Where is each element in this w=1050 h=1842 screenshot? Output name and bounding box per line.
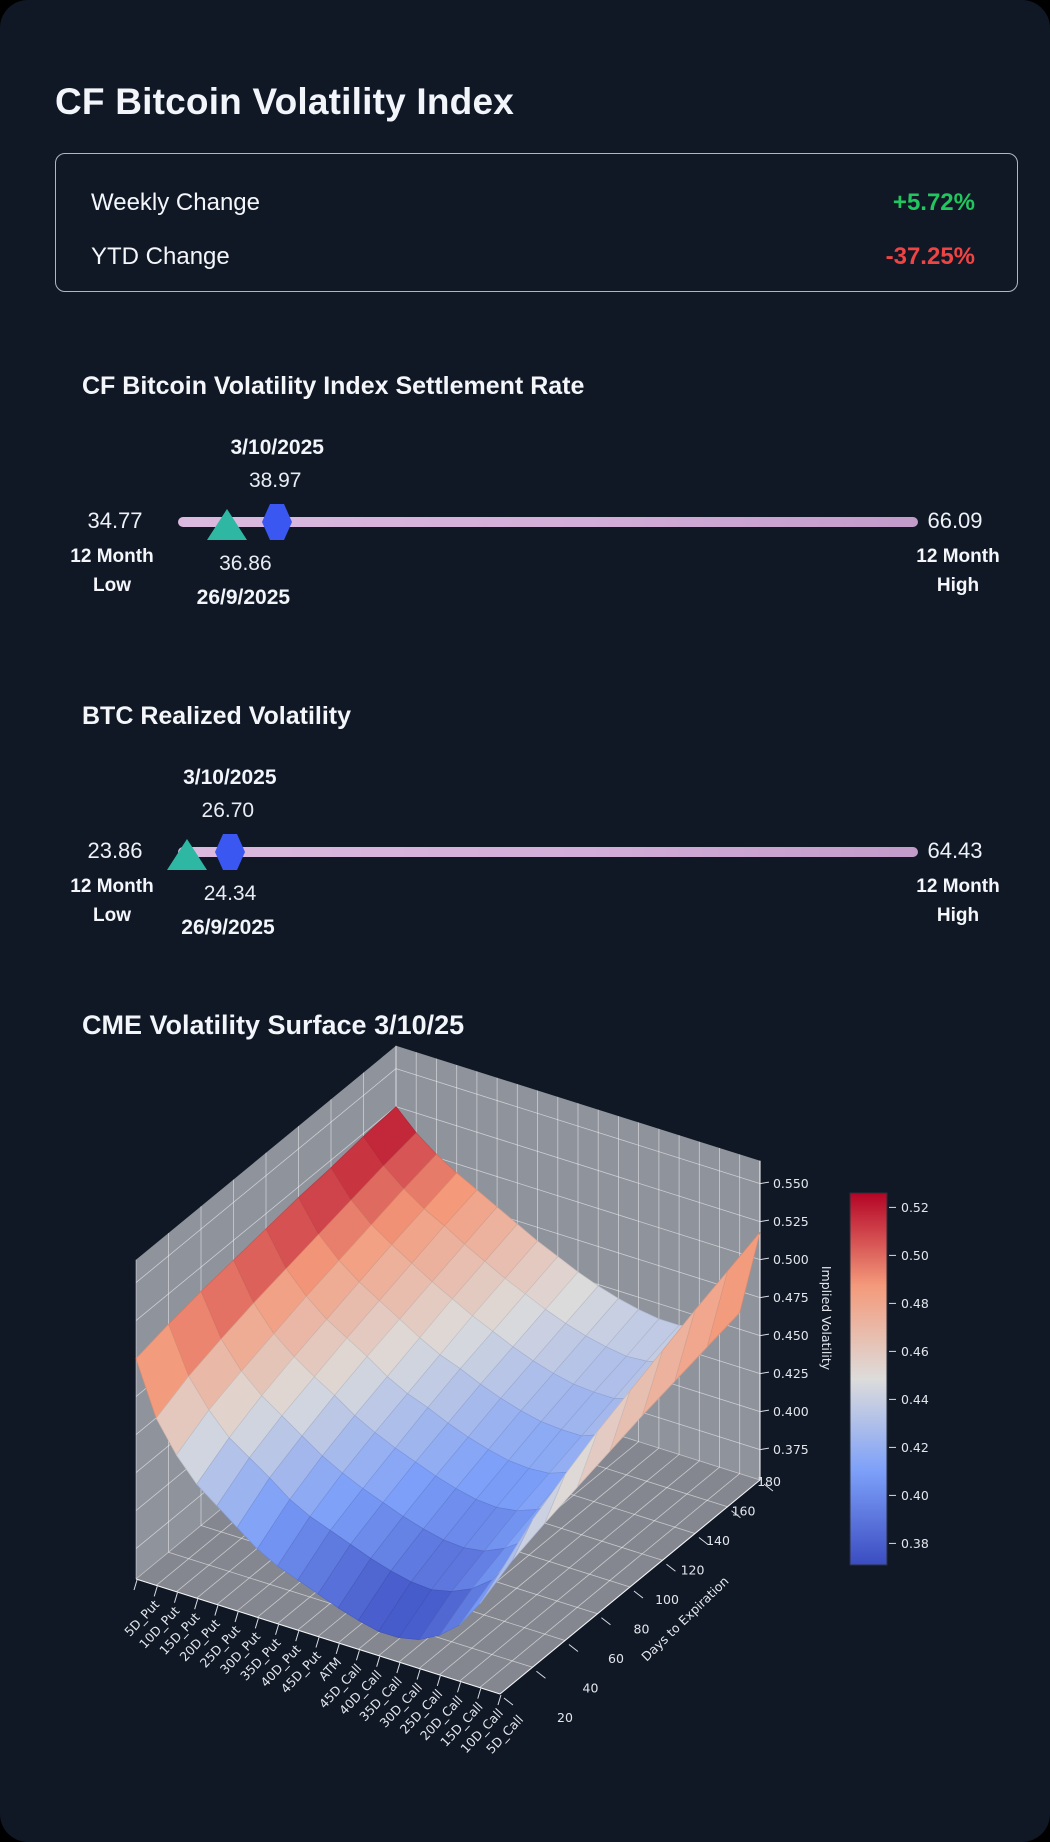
svg-text:0.38: 0.38 (901, 1536, 929, 1551)
svg-text:0.375: 0.375 (773, 1442, 809, 1457)
current-date-label: 3/10/2025 (183, 766, 277, 789)
z-axis-label: Implied Volatility (819, 1266, 834, 1371)
svg-text:0.48: 0.48 (901, 1296, 929, 1311)
ytd-change-row: YTD Change -37.25% (91, 240, 975, 274)
realized-volatility-title: BTC Realized Volatility (82, 702, 352, 730)
hexagon-icon (214, 834, 245, 870)
current-date-label: 3/10/2025 (230, 436, 324, 459)
y-axis-label: Days to Expiration (638, 1573, 731, 1664)
svg-text:20: 20 (557, 1710, 573, 1725)
volatility-surface-3d-chart: 0.375 0.400 0.425 0.450 0.475 0.500 0.525 0.550… (0, 930, 1050, 1842)
svg-text:0.500: 0.500 (773, 1252, 809, 1267)
weekly-change-row: Weekly Change +5.72% (91, 186, 975, 220)
previous-value-label: 36.86 (219, 552, 272, 575)
range-high-value: 64.43 (927, 838, 983, 863)
z-axis-ticks: 0.375 0.400 0.425 0.450 0.475 0.500 0.525 0.550 (759, 1176, 809, 1457)
svg-text:80: 80 (634, 1622, 650, 1637)
page-title: CF Bitcoin Volatility Index (55, 80, 515, 122)
previous-value-triangle-marker (166, 838, 208, 876)
svg-text:40: 40 (583, 1681, 599, 1696)
current-value-label: 26.70 (201, 799, 255, 822)
surface-plot-svg: 0.375 0.400 0.425 0.450 0.475 0.500 0.525 0.550… (121, 1045, 929, 1757)
svg-text:0.450: 0.450 (773, 1328, 809, 1343)
ytd-change-value: -37.25% (885, 243, 975, 270)
ytd-change-label: YTD Change (91, 243, 230, 270)
hexagon-icon (262, 504, 293, 540)
range-bar (178, 517, 918, 527)
range-bar (178, 847, 918, 857)
svg-text:0.400: 0.400 (773, 1404, 809, 1419)
weekly-change-label: Weekly Change (91, 189, 260, 216)
colorbar: 0.52 0.50 0.48 0.46 0.44 0.42 0.40 0.38 (849, 1192, 929, 1566)
settlement-rate-range-indicator: 3/10/2025 38.97 34.77 66.09 12 Month Low… (0, 436, 1050, 621)
previous-date-label: 26/9/2025 (181, 916, 275, 939)
settlement-rate-title: CF Bitcoin Volatility Index Settlement R… (82, 372, 585, 400)
svg-text:0.42: 0.42 (901, 1440, 929, 1455)
svg-text:0.475: 0.475 (773, 1290, 809, 1305)
svg-text:0.50: 0.50 (901, 1248, 929, 1263)
range-high-value: 66.09 (927, 508, 983, 533)
current-value-hexagon-marker (262, 504, 293, 545)
twelve-month-low-label: 12 Month Low (70, 876, 154, 926)
realized-volatility-range-indicator: 3/10/2025 26.70 23.86 64.43 12 Month Low… (0, 766, 1050, 951)
current-value-hexagon-marker (214, 834, 245, 875)
twelve-month-low-label: 12 Month Low (70, 546, 154, 596)
svg-text:160: 160 (732, 1504, 756, 1519)
range-low-value: 23.86 (87, 838, 143, 863)
previous-value-triangle-marker (206, 508, 248, 546)
triangle-icon (207, 509, 248, 540)
svg-text:120: 120 (681, 1563, 705, 1578)
svg-text:0.425: 0.425 (773, 1366, 809, 1381)
current-value-label: 38.97 (248, 469, 302, 492)
twelve-month-high-label: 12 Month High (916, 546, 1000, 596)
svg-text:180: 180 (757, 1474, 781, 1489)
range-low-value: 34.77 (87, 508, 143, 533)
svg-text:140: 140 (706, 1533, 730, 1548)
surface-mesh (135, 1106, 761, 1641)
svg-text:0.52: 0.52 (901, 1200, 929, 1215)
svg-text:60: 60 (608, 1651, 624, 1666)
twelve-month-high-label: 12 Month High (916, 876, 1000, 926)
change-stats-box: Weekly Change +5.72% YTD Change -37.25% (55, 153, 1018, 292)
previous-date-label: 26/9/2025 (196, 586, 291, 609)
volatility-surface-title: CME Volatility Surface 3/10/25 (82, 1010, 465, 1040)
triangle-icon (166, 839, 207, 870)
svg-text:0.40: 0.40 (901, 1488, 929, 1503)
svg-text:0.550: 0.550 (773, 1176, 809, 1191)
svg-text:0.46: 0.46 (901, 1344, 929, 1359)
svg-text:0.525: 0.525 (773, 1214, 809, 1229)
svg-text:100: 100 (655, 1592, 679, 1607)
previous-value-label: 24.34 (203, 882, 257, 905)
svg-text:0.44: 0.44 (901, 1392, 929, 1407)
weekly-change-value: +5.72% (892, 189, 975, 216)
